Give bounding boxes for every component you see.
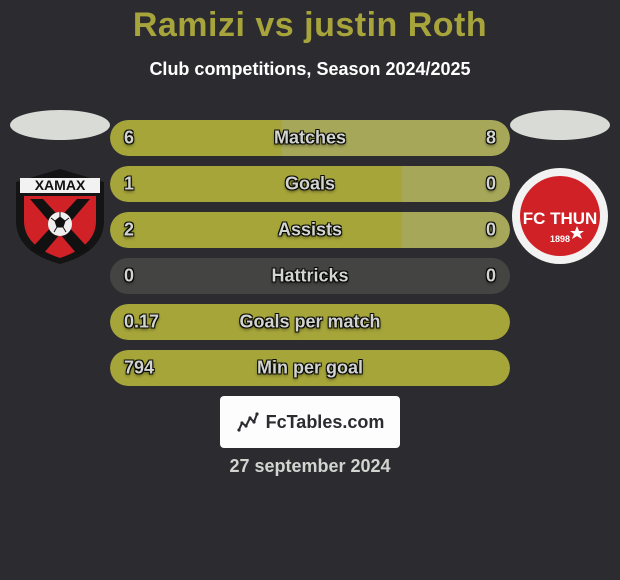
svg-text:FC THUN: FC THUN: [523, 209, 598, 228]
bar-label: Assists: [110, 220, 510, 241]
bar-label: Goals: [110, 174, 510, 195]
infographic-date: 27 september 2024: [0, 456, 620, 477]
bar-value-left: 794: [124, 358, 154, 379]
right-club-crest: BERNER OBERLAND FC THUN 1898: [510, 166, 610, 266]
left-club-crest: XAMAX: [10, 166, 110, 266]
ellipse-shadow-left: [10, 110, 110, 140]
svg-text:XAMAX: XAMAX: [35, 177, 86, 193]
bar-value-right: 0: [486, 174, 496, 195]
stat-bar: Goals per match0.17: [110, 304, 510, 340]
bar-label: Goals per match: [110, 312, 510, 333]
stat-bar: Goals1 0: [110, 166, 510, 202]
stat-bar: Assists2 0: [110, 212, 510, 248]
stat-bar: Hattricks0 0: [110, 258, 510, 294]
bar-label: Min per goal: [110, 358, 510, 379]
fctables-logo-icon: [236, 410, 260, 434]
bar-label: Hattricks: [110, 266, 510, 287]
bar-value-right: 8: [486, 128, 496, 149]
branding-text: FcTables.com: [266, 412, 385, 433]
bar-value-left: 1: [124, 174, 134, 195]
bar-label: Matches: [110, 128, 510, 149]
bar-value-left: 0.17: [124, 312, 159, 333]
bar-value-right: 0: [486, 266, 496, 287]
page-title: Ramizi vs justin Roth: [0, 0, 620, 45]
fctables-branding: FcTables.com: [220, 396, 400, 448]
svg-text:1898: 1898: [550, 234, 570, 244]
stat-bar: Min per goal794: [110, 350, 510, 386]
bar-value-right: 0: [486, 220, 496, 241]
bar-value-left: 0: [124, 266, 134, 287]
stat-bar: Matches6 8: [110, 120, 510, 156]
right-club-column: BERNER OBERLAND FC THUN 1898: [510, 110, 610, 266]
comparison-infographic: Ramizi vs justin Roth Club competitions,…: [0, 0, 620, 580]
bar-value-left: 2: [124, 220, 134, 241]
xamax-crest-svg: XAMAX: [10, 166, 110, 266]
bar-value-left: 6: [124, 128, 134, 149]
comparison-bars: Matches68Goals10Assists20Hattricks00Goal…: [110, 120, 510, 396]
fcthun-crest-svg: BERNER OBERLAND FC THUN 1898: [510, 166, 610, 266]
ellipse-shadow-right: [510, 110, 610, 140]
left-club-column: XAMAX: [10, 110, 110, 266]
page-subtitle: Club competitions, Season 2024/2025: [0, 59, 620, 80]
